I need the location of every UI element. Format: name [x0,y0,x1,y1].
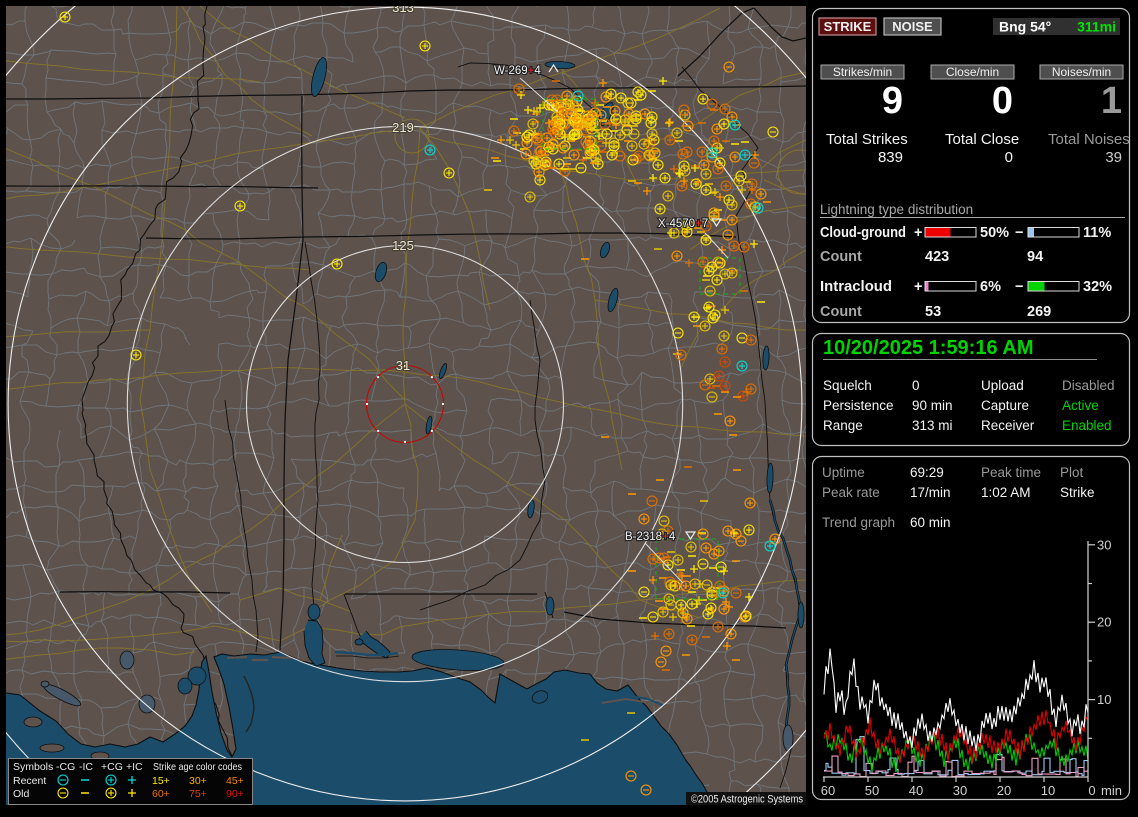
svg-text:Trend graph: Trend graph [822,515,895,530]
svg-text:313: 313 [392,0,414,15]
svg-text:+: + [914,225,922,241]
svg-text:-CG: -CG [56,761,75,773]
svg-text:X-4570+7: X-4570+7 [658,218,708,230]
svg-text:−: − [1015,225,1023,241]
svg-text:Intracloud: Intracloud [820,279,892,295]
svg-text:10/20/2025 1:59:16 AM: 10/20/2025 1:59:16 AM [823,337,1034,359]
svg-text:90+: 90+ [226,788,244,800]
svg-text:219: 219 [392,120,414,135]
svg-text:STRIKE: STRIKE [824,19,872,34]
svg-text:90 min: 90 min [912,398,953,413]
svg-text:31: 31 [396,358,410,373]
svg-text:11%: 11% [1083,225,1111,241]
svg-text:69:29: 69:29 [910,465,944,480]
svg-text:30: 30 [953,783,967,798]
svg-text:Old: Old [13,788,30,800]
svg-text:17/min: 17/min [910,485,951,500]
svg-text:20: 20 [1097,615,1111,630]
svg-text:10: 10 [1097,692,1111,707]
svg-text:839: 839 [878,149,903,166]
svg-text:Recent: Recent [13,775,46,787]
svg-text:Uptime: Uptime [822,465,865,480]
svg-text:0: 0 [1088,783,1095,798]
svg-text:Noises/min: Noises/min [1052,65,1111,79]
svg-text:Total Noises: Total Noises [1048,131,1130,148]
svg-text:Enabled: Enabled [1062,418,1112,433]
svg-text:0: 0 [912,378,920,393]
svg-text:Active: Active [1062,398,1099,413]
svg-text:0: 0 [1005,149,1013,166]
svg-text:125: 125 [392,238,414,253]
svg-text:50%: 50% [980,225,1009,241]
svg-text:min: min [1101,783,1122,798]
svg-text:Receiver: Receiver [981,418,1035,433]
svg-text:20: 20 [997,783,1011,798]
svg-text:30+: 30+ [189,775,207,787]
svg-text:Strike age color codes: Strike age color codes [153,761,242,773]
svg-text:Upload: Upload [981,378,1024,393]
svg-text:32%: 32% [1083,279,1112,295]
svg-text:6%: 6% [980,279,1001,295]
svg-text:1:02 AM: 1:02 AM [981,485,1031,500]
svg-text:−: − [1015,279,1023,295]
svg-text:0: 0 [992,80,1013,122]
svg-text:311mi: 311mi [1077,19,1116,35]
svg-text:Bng 54°: Bng 54° [999,19,1051,35]
svg-text:Symbols: Symbols [13,761,53,773]
svg-text:75+: 75+ [189,788,207,800]
svg-text:Peak rate: Peak rate [822,485,880,500]
svg-text:313 mi: 313 mi [912,418,953,433]
svg-text:Count: Count [820,249,862,265]
svg-text:Lightning type distribution: Lightning type distribution [820,202,973,217]
svg-text:NOISE: NOISE [892,19,933,34]
svg-text:B-2318+4: B-2318+4 [625,531,676,543]
svg-text:30: 30 [1097,537,1111,552]
svg-text:Squelch: Squelch [823,378,872,393]
svg-text:+CG: +CG [101,761,123,773]
svg-text:Total Close: Total Close [945,131,1019,148]
svg-text:Count: Count [820,304,862,320]
svg-text:W-269+4: W-269+4 [494,65,541,77]
svg-text:Plot: Plot [1060,465,1084,480]
svg-text:Close/min: Close/min [946,65,999,79]
svg-text:53: 53 [925,304,941,320]
svg-text:1: 1 [1101,80,1122,122]
svg-text:Total Strikes: Total Strikes [826,131,908,148]
svg-text:©2005 Astrogenic Systems: ©2005 Astrogenic Systems [691,794,803,806]
svg-text:269: 269 [1027,304,1051,320]
svg-text:94: 94 [1027,249,1043,265]
svg-text:Peak time: Peak time [981,465,1041,480]
svg-text:40: 40 [909,783,923,798]
svg-text:9: 9 [882,80,903,122]
svg-text:60 min: 60 min [910,515,951,530]
svg-text:Strike: Strike [1060,485,1095,500]
svg-text:423: 423 [925,249,949,265]
svg-text:10: 10 [1041,783,1055,798]
svg-text:Range: Range [823,418,863,433]
svg-text:+IC: +IC [126,761,143,773]
svg-text:15+: 15+ [152,775,170,787]
svg-text:-IC: -IC [79,761,93,773]
svg-text:Disabled: Disabled [1062,378,1115,393]
svg-text:39: 39 [1105,149,1122,166]
svg-text:50: 50 [865,783,879,798]
svg-text:60+: 60+ [152,788,170,800]
svg-text:Strikes/min: Strikes/min [833,65,892,79]
svg-text:Persistence: Persistence [823,398,894,413]
svg-text:Cloud-ground: Cloud-ground [820,225,906,241]
svg-text:45+: 45+ [226,775,244,787]
svg-text:Capture: Capture [981,398,1029,413]
svg-text:60: 60 [821,783,835,798]
svg-text:+: + [914,279,922,295]
